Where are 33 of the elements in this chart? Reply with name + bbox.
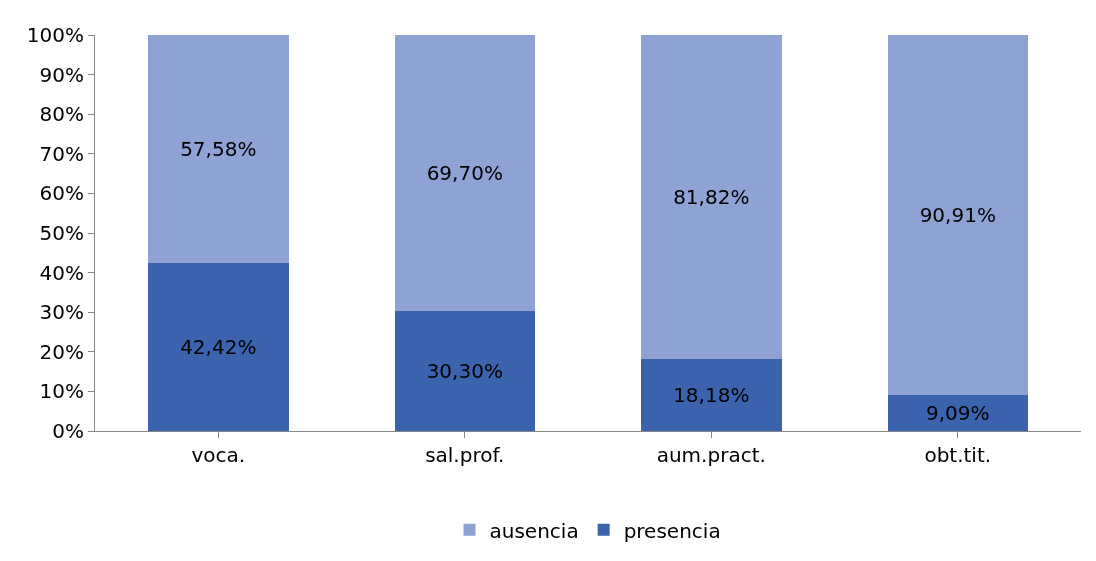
y-tick-label: 20% xyxy=(39,339,84,364)
data-label: 57,58% xyxy=(180,137,257,162)
x-tick-label: sal.prof. xyxy=(425,443,505,467)
y-tick-label: 0% xyxy=(52,419,84,443)
legend-label: presencia xyxy=(623,518,721,543)
y-tick-label: 70% xyxy=(39,141,84,166)
bar xyxy=(148,35,289,264)
x-tick-label: aum.pract. xyxy=(656,443,766,467)
data-label: 90,91% xyxy=(919,203,996,227)
y-tick-label: 40% xyxy=(39,260,84,285)
y-tick-label: 10% xyxy=(39,379,84,404)
bar xyxy=(394,35,535,312)
bar xyxy=(641,35,782,360)
data-label: 81,82% xyxy=(673,185,750,210)
bar xyxy=(641,359,782,431)
bar xyxy=(394,311,535,431)
y-tick-label: 80% xyxy=(39,102,84,127)
y-tick-label: 30% xyxy=(39,300,84,325)
legend-label: ausencia xyxy=(489,518,579,543)
bar xyxy=(148,263,289,431)
y-tick-label: 50% xyxy=(39,221,84,245)
data-label: 9,09% xyxy=(925,401,990,425)
bar xyxy=(887,35,1028,395)
bar xyxy=(887,395,1028,431)
data-label: 69,70% xyxy=(426,161,503,186)
y-tick-label: 90% xyxy=(39,62,84,87)
data-label: 18,18% xyxy=(673,383,750,408)
data-label: 42,42% xyxy=(180,335,257,360)
y-tick-label: 100% xyxy=(26,23,84,47)
y-tick-label: 60% xyxy=(39,181,84,206)
x-tick-label: voca. xyxy=(191,443,246,467)
data-label: 30,30% xyxy=(426,359,503,384)
x-tick-label: obt.tit. xyxy=(924,443,992,467)
